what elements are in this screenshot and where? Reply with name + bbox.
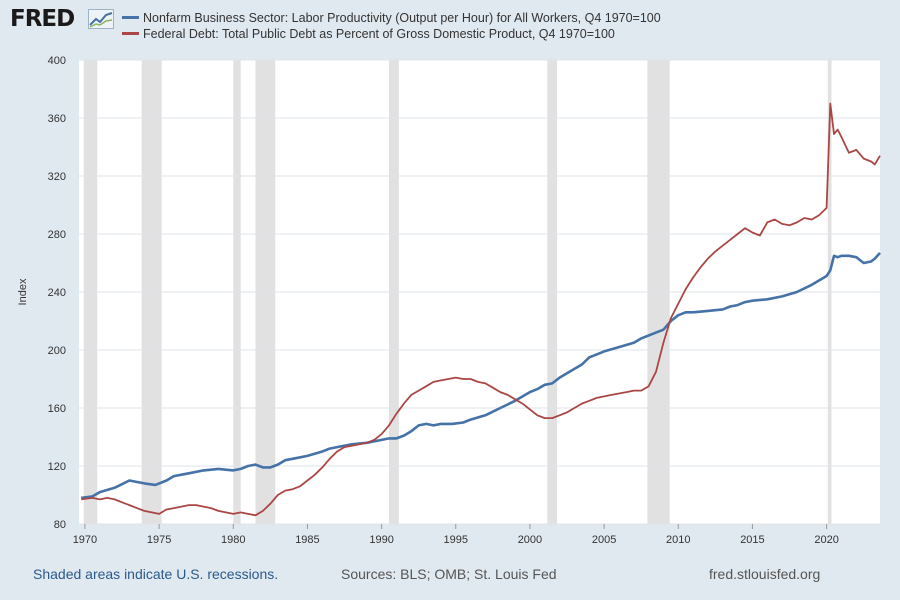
- x-tick-label-1990: 1990: [369, 534, 393, 546]
- legend-item-productivity[interactable]: Nonfarm Business Sector: Labor Productiv…: [122, 11, 661, 27]
- sources-text: Sources: BLS; OMB; St. Louis Fed: [341, 566, 557, 582]
- chart-header: FRED Nonfarm Business Sector: Labor Prod…: [0, 0, 900, 50]
- y-tick-label-120: 120: [48, 461, 66, 473]
- series-line-productivity[interactable]: [81, 252, 881, 500]
- y-tick-label-200: 200: [48, 345, 66, 357]
- legend-item-federal-debt[interactable]: Federal Debt: Total Public Debt as Perce…: [122, 27, 615, 43]
- y-tick-label-280: 280: [48, 229, 66, 241]
- x-tick-label-2005: 2005: [592, 534, 616, 546]
- x-tick-label-2020: 2020: [814, 534, 838, 546]
- recession-note[interactable]: Shaded areas indicate U.S. recessions.: [33, 566, 279, 582]
- x-tick-label-1985: 1985: [295, 534, 319, 546]
- legend-label-productivity: Nonfarm Business Sector: Labor Productiv…: [143, 11, 661, 25]
- x-axis-tick-labels: 1970 1975 1980 1985 1990 1995 2000 2005 2010 2015…: [73, 524, 839, 546]
- y-axis-label: Index: [17, 278, 29, 305]
- grid-lines: [79, 59, 880, 525]
- y-tick-label-80: 80: [54, 519, 66, 531]
- y-tick-label-360: 360: [48, 113, 66, 125]
- fred-logo[interactable]: FRED: [10, 6, 75, 32]
- x-tick-label-2010: 2010: [666, 534, 690, 546]
- x-tick-label-1975: 1975: [147, 534, 171, 546]
- y-axis-tick-labels: 80 120 160 200 240 280 320 360 400: [48, 55, 66, 531]
- y-tick-label-160: 160: [48, 403, 66, 415]
- chart-trend-icon: [88, 9, 114, 29]
- x-tick-label-1995: 1995: [444, 534, 468, 546]
- y-tick-label-320: 320: [48, 171, 66, 183]
- series-line-federal-debt[interactable]: [81, 102, 881, 517]
- fred-url[interactable]: fred.stlouisfed.org: [709, 566, 821, 582]
- x-tick-label-1980: 1980: [221, 534, 245, 546]
- legend-swatch-federal-debt: [122, 32, 139, 36]
- y-tick-label-400: 400: [48, 55, 66, 67]
- legend-label-federal-debt: Federal Debt: Total Public Debt as Perce…: [143, 27, 615, 41]
- x-tick-label-2015: 2015: [740, 534, 764, 546]
- y-tick-label-240: 240: [48, 287, 66, 299]
- legend-swatch-productivity: [122, 16, 139, 20]
- x-tick-label-2000: 2000: [518, 534, 542, 546]
- series-lines: [81, 102, 881, 517]
- x-tick-label-1970: 1970: [73, 534, 97, 546]
